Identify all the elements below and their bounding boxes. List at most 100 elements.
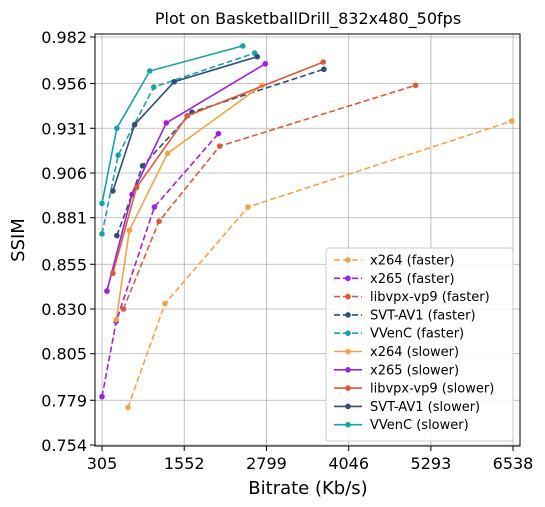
series-line bbox=[116, 68, 325, 236]
y-tick-label: 0.830 bbox=[41, 300, 87, 319]
legend-marker bbox=[345, 348, 351, 355]
series-1 bbox=[99, 130, 222, 400]
data-point bbox=[114, 125, 120, 132]
legend-item: x265 (slower) bbox=[334, 363, 459, 378]
data-point bbox=[113, 316, 119, 323]
data-point bbox=[239, 43, 246, 49]
y-tick-label: 0.931 bbox=[41, 119, 87, 138]
axis-ticks: 305 1552 2799 4046 5293 6538 0.754 0.779 0.805 0.… bbox=[41, 28, 533, 473]
legend-marker bbox=[345, 257, 351, 263]
data-point bbox=[131, 121, 138, 128]
legend-marker bbox=[345, 330, 351, 337]
legend-label: libvpx-vp9 (faster) bbox=[370, 290, 490, 305]
data-point bbox=[125, 404, 131, 411]
data-point bbox=[163, 120, 170, 126]
legend-marker bbox=[345, 275, 351, 282]
data-point bbox=[156, 218, 162, 225]
series-line bbox=[101, 45, 244, 204]
x-axis-label: Bitrate (Kb/s) bbox=[248, 478, 367, 499]
legend-marker bbox=[345, 312, 351, 318]
legend-label: SVT-AV1 (slower) bbox=[370, 400, 480, 415]
series-6 bbox=[104, 61, 268, 294]
series-0 bbox=[125, 118, 515, 411]
series-7 bbox=[110, 59, 327, 277]
y-axis-label: SSIM bbox=[8, 218, 29, 262]
legend-label: VVenC (slower) bbox=[370, 418, 469, 433]
legend-item: VVenC (slower) bbox=[334, 418, 469, 433]
legend-marker bbox=[345, 367, 351, 373]
legend-label: libvpx-vp9 (slower) bbox=[370, 382, 494, 397]
x-tick-label: 5293 bbox=[411, 454, 452, 473]
chart-title: Plot on BasketballDrill_832x480_50fps bbox=[155, 9, 461, 29]
data-point bbox=[104, 288, 110, 294]
series-3 bbox=[114, 66, 327, 239]
y-tick-label: 0.855 bbox=[41, 255, 87, 274]
legend-item: libvpx-vp9 (faster) bbox=[334, 290, 490, 305]
legend-label: VVenC (faster) bbox=[370, 327, 464, 342]
legend-item: x264 (faster) bbox=[334, 254, 455, 269]
legend: x264 (faster) x265 (faster) libvpx-vp9 (fa… bbox=[325, 247, 514, 442]
y-tick-label: 0.805 bbox=[41, 345, 87, 364]
x-tick-label: 1552 bbox=[164, 454, 205, 473]
series-line bbox=[106, 63, 266, 292]
legend-item: SVT-AV1 (slower) bbox=[334, 400, 480, 415]
data-point bbox=[126, 227, 133, 234]
x-tick-label: 2799 bbox=[246, 454, 287, 473]
data-point bbox=[133, 184, 140, 191]
legend-label: x265 (faster) bbox=[370, 272, 455, 287]
series-8 bbox=[110, 53, 261, 194]
series-line bbox=[122, 84, 416, 310]
data-point bbox=[171, 78, 178, 85]
data-point bbox=[321, 66, 327, 73]
data-point bbox=[110, 270, 116, 277]
series-line bbox=[112, 61, 324, 274]
data-point bbox=[147, 68, 153, 74]
data-point bbox=[216, 143, 223, 149]
data-point bbox=[412, 82, 419, 89]
y-tick-label: 0.754 bbox=[41, 436, 87, 455]
data-point bbox=[215, 130, 222, 137]
data-point bbox=[110, 188, 116, 194]
series-9 bbox=[99, 43, 246, 207]
data-point bbox=[262, 61, 268, 67]
series-line bbox=[115, 84, 263, 320]
plot-frame bbox=[94, 33, 521, 447]
series-line bbox=[101, 133, 220, 397]
legend-label: x264 (slower) bbox=[370, 345, 459, 360]
series-line bbox=[101, 52, 255, 234]
legend-label: SVT-AV1 (faster) bbox=[370, 308, 476, 323]
data-point bbox=[120, 306, 127, 312]
legend-marker bbox=[345, 385, 351, 391]
plot-series bbox=[99, 43, 515, 411]
data-point bbox=[99, 231, 105, 237]
data-point bbox=[115, 152, 121, 158]
legend-item: x265 (faster) bbox=[334, 272, 455, 287]
legend-marker bbox=[345, 421, 351, 428]
legend-marker bbox=[345, 403, 351, 410]
series-4 bbox=[99, 50, 258, 237]
data-point bbox=[254, 53, 261, 60]
data-point bbox=[129, 191, 135, 198]
data-point bbox=[164, 150, 171, 157]
data-point bbox=[150, 84, 157, 90]
data-point bbox=[184, 112, 191, 119]
y-tick-label: 0.982 bbox=[41, 28, 87, 47]
data-point bbox=[509, 118, 515, 124]
legend-item: SVT-AV1 (faster) bbox=[334, 308, 476, 323]
data-point bbox=[320, 59, 327, 65]
legend-marker bbox=[345, 293, 351, 300]
y-tick-label: 0.956 bbox=[41, 75, 87, 94]
legend-label: x265 (slower) bbox=[370, 363, 459, 378]
y-tick-label: 0.779 bbox=[41, 391, 87, 410]
data-point bbox=[99, 393, 105, 400]
data-point bbox=[151, 204, 158, 210]
x-tick-label: 4046 bbox=[328, 454, 369, 473]
x-tick-label: 6538 bbox=[493, 454, 534, 473]
y-tick-label: 0.906 bbox=[41, 164, 87, 183]
data-point bbox=[114, 232, 120, 239]
grid bbox=[95, 34, 520, 446]
data-point bbox=[139, 163, 146, 169]
series-2 bbox=[120, 82, 419, 312]
data-point bbox=[99, 200, 105, 207]
